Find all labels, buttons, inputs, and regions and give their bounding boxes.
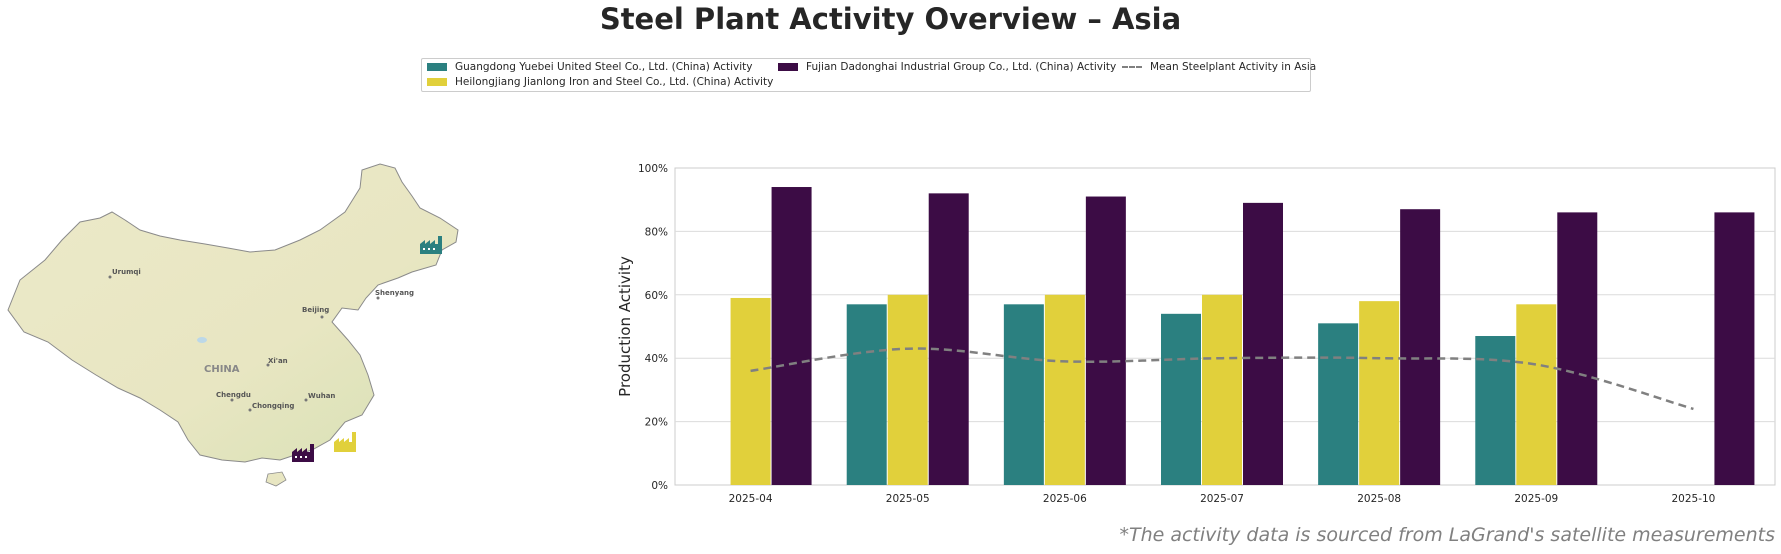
city-label-wuhan: Wuhan bbox=[308, 392, 335, 400]
bar-fujian bbox=[771, 187, 812, 485]
legend-item-mean: Mean Steelplant Activity in Asia bbox=[1122, 61, 1316, 73]
x-tick-label: 2025-08 bbox=[1357, 493, 1401, 505]
bar-fujian bbox=[1557, 212, 1598, 485]
legend-swatch-heilongjiang bbox=[427, 78, 447, 86]
page-title: Steel Plant Activity Overview – Asia bbox=[599, 2, 1182, 36]
legend-label-mean: Mean Steelplant Activity in Asia bbox=[1150, 61, 1317, 73]
x-tick-label: 2025-09 bbox=[1514, 493, 1558, 505]
city-label-chengdu: Chengdu bbox=[216, 391, 251, 399]
y-axis-label: Production Activity bbox=[616, 256, 634, 397]
lake-icon bbox=[197, 337, 207, 343]
x-tick-label: 2025-04 bbox=[729, 493, 773, 505]
bar-heilongjiang bbox=[1516, 304, 1557, 485]
factory-icon-guangdong bbox=[420, 236, 442, 254]
city-label-chongqing: Chongqing bbox=[252, 402, 294, 410]
bar-fujian bbox=[1243, 202, 1283, 485]
country-label-china: CHINA bbox=[204, 364, 240, 375]
bar-fujian bbox=[1400, 209, 1441, 485]
bar-heilongjiang bbox=[887, 294, 928, 485]
y-tick-label: 80% bbox=[645, 226, 668, 238]
y-tick-label: 40% bbox=[645, 353, 668, 365]
legend-item-heilongjiang: Heilongjiang Jianlong Iron and Steel Co.… bbox=[427, 76, 773, 88]
city-dot-shenyang bbox=[376, 296, 380, 300]
city-dot-chongqing bbox=[248, 408, 252, 412]
legend-swatch-mean bbox=[1122, 66, 1142, 68]
bar-heilongjiang bbox=[730, 297, 771, 485]
city-dot-xian bbox=[266, 363, 270, 367]
legend-label-heilongjiang: Heilongjiang Jianlong Iron and Steel Co.… bbox=[455, 76, 774, 88]
legend-item-fujian: Fujian Dadonghai Industrial Group Co., L… bbox=[778, 61, 1116, 73]
city-label-shenyang: Shenyang bbox=[375, 289, 414, 297]
chart-legend: Guangdong Yuebei United Steel Co., Ltd. … bbox=[421, 58, 1316, 92]
factory-icon-fujian bbox=[292, 444, 314, 462]
city-label-beijing: Beijing bbox=[302, 306, 329, 314]
bar-guangdong bbox=[1161, 313, 1201, 485]
factory-icon-heilongjiang bbox=[334, 432, 356, 452]
china-outline bbox=[7, 163, 459, 463]
bar-guangdong bbox=[846, 304, 887, 485]
legend-label-guangdong: Guangdong Yuebei United Steel Co., Ltd. … bbox=[455, 61, 753, 73]
bar-heilongjiang bbox=[1359, 301, 1400, 485]
x-tick-label: 2025-07 bbox=[1200, 493, 1244, 505]
legend-label-fujian: Fujian Dadonghai Industrial Group Co., L… bbox=[806, 61, 1117, 73]
bar-heilongjiang bbox=[1202, 294, 1242, 485]
bar-fujian bbox=[1714, 212, 1755, 485]
china-map: Urumqi Beijing Shenyang Xi'an Chengdu Ch… bbox=[7, 163, 459, 487]
city-label-xian: Xi'an bbox=[268, 357, 288, 365]
y-tick-label: 20% bbox=[645, 417, 668, 429]
legend-swatch-guangdong bbox=[427, 63, 447, 71]
bar-guangdong bbox=[1003, 304, 1044, 485]
y-tick-label: 100% bbox=[638, 163, 668, 175]
city-label-urumqi: Urumqi bbox=[112, 268, 141, 276]
city-dot-beijing bbox=[320, 315, 324, 319]
x-tick-label: 2025-10 bbox=[1671, 493, 1715, 505]
bar-heilongjiang bbox=[1044, 294, 1085, 485]
hainan-island bbox=[265, 471, 287, 487]
city-dot-urumqi bbox=[108, 275, 112, 279]
y-tick-label: 60% bbox=[645, 290, 668, 302]
source-note: *The activity data is sourced from LaGra… bbox=[1119, 524, 1775, 546]
x-tick-label: 2025-05 bbox=[886, 493, 930, 505]
y-tick-label: 0% bbox=[651, 480, 668, 492]
bar-fujian bbox=[928, 193, 969, 486]
bar-guangdong bbox=[1318, 323, 1359, 485]
mean-activity-line bbox=[750, 347, 1694, 411]
x-tick-label: 2025-06 bbox=[1043, 493, 1087, 505]
city-dot-wuhan bbox=[304, 398, 308, 402]
bar-fujian bbox=[1085, 196, 1126, 485]
legend-swatch-fujian bbox=[778, 63, 798, 71]
city-dot-chengdu bbox=[230, 398, 234, 402]
legend-item-guangdong: Guangdong Yuebei United Steel Co., Ltd. … bbox=[427, 61, 752, 73]
